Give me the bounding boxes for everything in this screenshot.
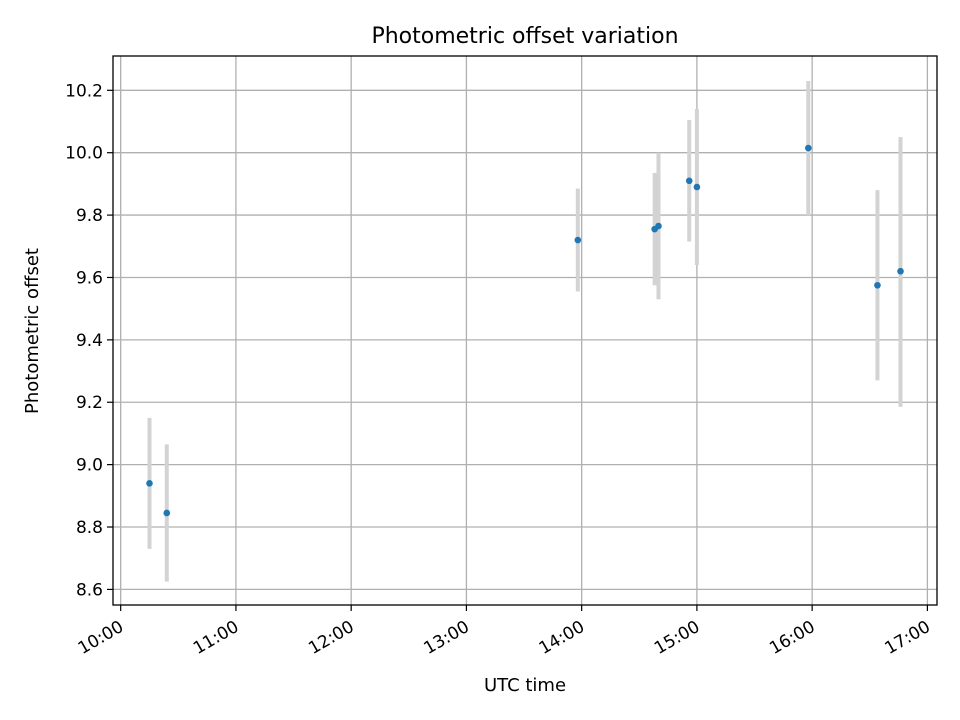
- y-tick-label: 8.8: [76, 518, 103, 538]
- x-tick-label: 15:00: [651, 617, 703, 659]
- data-point: [693, 183, 701, 191]
- x-tick-label: 14:00: [536, 617, 588, 659]
- data-point: [897, 267, 904, 275]
- chart-title: Photometric offset variation: [371, 24, 678, 49]
- x-tick-label: 10:00: [75, 617, 127, 659]
- data-points: [146, 144, 904, 517]
- x-tick-label: 16:00: [766, 617, 818, 659]
- grid: [113, 56, 937, 605]
- y-axis-ticks: 8.6 8.8 9.0 9.2 9.4 9.6 9.8 10.0 10.2: [65, 81, 113, 600]
- data-point: [655, 222, 662, 230]
- y-tick-label: 9.0: [76, 456, 103, 476]
- data-point: [574, 236, 582, 244]
- y-tick-label: 10.0: [65, 144, 103, 164]
- data-point: [805, 144, 812, 152]
- x-axis-ticks: 10:00 11:00 12:00 13:00 14:00 15:00 16:00 17:00: [75, 605, 934, 659]
- y-tick-label: 9.8: [76, 206, 103, 226]
- error-bars: [147, 80, 903, 582]
- y-tick-label: 9.4: [76, 331, 103, 351]
- data-point: [685, 177, 693, 185]
- x-tick-label: 13:00: [420, 617, 472, 659]
- x-tick-label: 12:00: [305, 617, 357, 659]
- data-point: [146, 480, 153, 487]
- plot-frame: [112, 55, 938, 606]
- y-tick-label: 8.6: [76, 580, 103, 600]
- y-tick-label: 10.2: [65, 81, 103, 101]
- y-tick-label: 9.2: [76, 393, 103, 413]
- x-axis-label: UTC time: [484, 675, 566, 696]
- data-point: [874, 281, 881, 289]
- y-tick-label: 9.6: [76, 268, 103, 288]
- y-axis-label: Photometric offset: [22, 248, 43, 414]
- data-point: [163, 509, 171, 517]
- x-tick-label: 17:00: [881, 617, 933, 659]
- x-tick-label: 11:00: [190, 617, 242, 659]
